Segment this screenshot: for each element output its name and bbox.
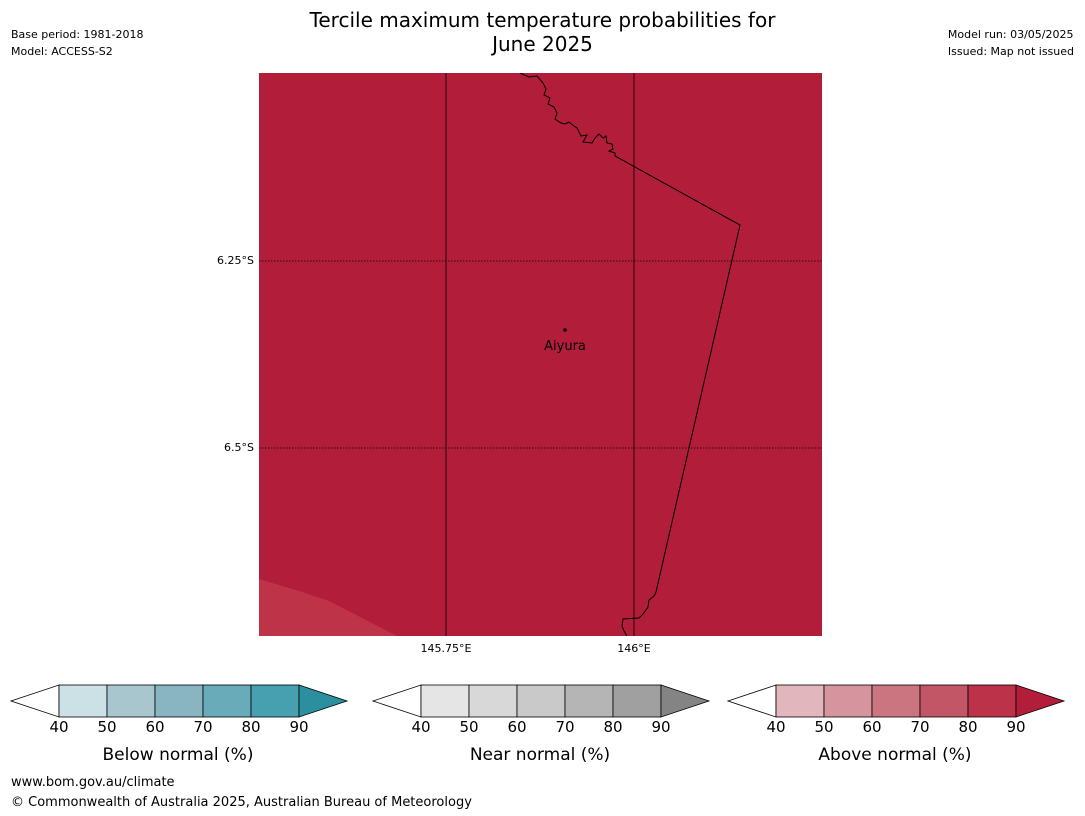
colorbar-above-title: Above normal (%) (818, 745, 972, 765)
colorbar-segment (420, 684, 470, 718)
colorbar-segment (250, 684, 300, 718)
colorbar-segment (564, 684, 614, 718)
colorbar-tick-label: 60 (862, 718, 882, 736)
colorbar-below-title: Below normal (%) (102, 745, 254, 765)
base-period-text: Base period: 1981-2018 (11, 28, 144, 41)
colorbar-segment (202, 684, 252, 718)
colorbar-tick-label: 50 (97, 718, 117, 736)
colorbar-tick-label: 70 (193, 718, 213, 736)
colorbar-segment (967, 684, 1017, 718)
colorbar-segment (919, 684, 969, 718)
colorbar-tick-label: 70 (555, 718, 575, 736)
aiyura-marker[interactable] (563, 328, 567, 332)
colorbar-tick-label: 80 (958, 718, 978, 736)
meta-left: Base period: 1981-2018 Model: ACCESS-S2 (11, 26, 143, 60)
model-run-text: Model run: 03/05/2025 (947, 28, 1074, 41)
lon-label-146: 146°E (617, 642, 651, 655)
colorbar-segment (871, 684, 921, 718)
lat-label-6.5: 6.5°S (224, 441, 254, 454)
colorbar-tick-label: 60 (507, 718, 527, 736)
colorbar-tick-label: 80 (241, 718, 261, 736)
colorbar-tick-label: 70 (910, 718, 930, 736)
aiyura-label: Aiyura (544, 339, 586, 354)
colorbar-segment (154, 684, 204, 718)
colorbar-tick-label: 90 (289, 718, 309, 736)
footer-copyright: © Commonwealth of Australia 2025, Austra… (11, 795, 472, 810)
colorbar-tick-label: 90 (1006, 718, 1026, 736)
colorbar-segment (468, 684, 518, 718)
issued-text: Issued: Map not issued (947, 45, 1074, 58)
colorbar-below-svg (9, 684, 349, 718)
colorbar-near-svg (371, 684, 711, 718)
colorbar-tick-label: 80 (603, 718, 623, 736)
colorbar-extend-low (371, 684, 422, 718)
colorbar-extend-low (726, 684, 777, 718)
colorbar-extend-high (1015, 684, 1066, 718)
colorbar-below-normal (9, 684, 350, 724)
colorbar-tick-label: 60 (145, 718, 165, 736)
colorbar-segment (775, 684, 825, 718)
lower-probability-band (259, 579, 397, 636)
colorbar-tick-label: 40 (49, 718, 69, 736)
colorbar-tick-label: 50 (814, 718, 834, 736)
lat-label-6.25: 6.25°S (217, 254, 254, 267)
probability-map[interactable]: Aiyura (259, 73, 822, 636)
colorbar-extend-high (660, 684, 711, 718)
colorbar-above-normal (726, 684, 1067, 724)
colorbar-tick-label: 40 (411, 718, 431, 736)
model-text: Model: ACCESS-S2 (11, 45, 113, 58)
colorbar-segment (612, 684, 662, 718)
colorbar-near-normal (371, 684, 712, 724)
colorbar-segment (58, 684, 108, 718)
map-svg: Aiyura (259, 73, 822, 636)
colorbar-extend-low (9, 684, 60, 718)
border-line (519, 73, 741, 636)
colorbar-above-svg (726, 684, 1066, 718)
probability-fill (259, 73, 822, 636)
colorbar-segment (823, 684, 873, 718)
footer-url[interactable]: www.bom.gov.au/climate (11, 775, 175, 790)
colorbar-tick-label: 40 (766, 718, 786, 736)
colorbar-extend-high (298, 684, 349, 718)
colorbar-tick-label: 50 (459, 718, 479, 736)
chart-title: Tercile maximum temperature probabilitie… (0, 8, 1085, 56)
title-line-2: June 2025 (492, 32, 593, 56)
lon-label-145.75: 145.75°E (420, 642, 472, 655)
meta-right: Model run: 03/05/2025 Issued: Map not is… (948, 26, 1074, 60)
title-line-1: Tercile maximum temperature probabilitie… (309, 8, 776, 32)
colorbar-tick-label: 90 (651, 718, 671, 736)
colorbar-segment (516, 684, 566, 718)
colorbar-segment (106, 684, 156, 718)
colorbar-near-title: Near normal (%) (469, 745, 611, 765)
